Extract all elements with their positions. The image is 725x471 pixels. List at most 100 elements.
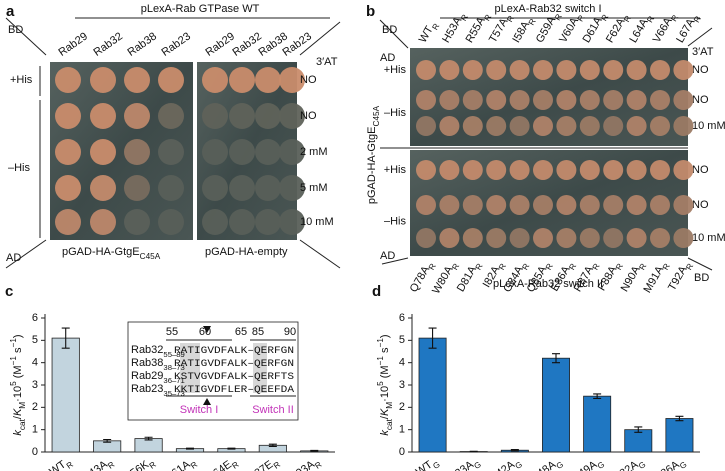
yeast-spot	[279, 209, 305, 235]
y-tick-label: 2	[399, 401, 405, 413]
y-tick-label: 3	[399, 379, 405, 391]
column-label: M91AR	[641, 259, 671, 296]
y-axis-label-part: )	[379, 334, 391, 338]
condition-label: NO	[692, 199, 709, 211]
error-bar	[552, 353, 560, 364]
x-tick-label-main: E148A	[524, 458, 558, 471]
y-axis-label-part: cat	[18, 418, 27, 430]
y-axis-label-part: K	[12, 408, 24, 416]
yeast-spot	[255, 103, 281, 129]
yeast-spot	[124, 139, 150, 165]
yeast-spot	[650, 90, 670, 110]
x-tick-label-main: R87E	[246, 458, 275, 471]
condition-label: 5 mM	[300, 182, 328, 194]
x-tick-label-main: A56K	[122, 458, 151, 471]
column-label-sub: R	[637, 262, 648, 272]
y-tick-label: 6	[32, 312, 38, 324]
column-label-sub: R	[430, 22, 441, 32]
y-axis-label-part: ·10	[379, 386, 391, 402]
yeast-spot	[650, 160, 670, 180]
x-tick-label: L64ER	[206, 455, 240, 471]
column-label: W80AR	[430, 259, 461, 298]
yeast-spot	[509, 228, 530, 248]
condition-label: 10 mM	[692, 232, 725, 244]
yeast-spot	[462, 116, 483, 136]
panel-header: pLexA-Rab32 switch I	[495, 3, 602, 15]
inset-row-name-main: Rab38	[131, 357, 163, 369]
condition-label: NO	[692, 94, 709, 106]
yeast-spot	[55, 103, 81, 129]
yeast-spot	[439, 228, 460, 248]
x-tick-label: C149AG	[565, 455, 606, 471]
panel-footer: pLexA-Rab32 switch II	[493, 278, 603, 290]
y-tick-label: 5	[32, 334, 38, 346]
yeast-spot	[673, 160, 694, 180]
condition-label: NO	[300, 110, 317, 122]
yeast-spot	[626, 160, 647, 180]
y-tick-label: 1	[32, 424, 38, 436]
column-label-sub: R	[576, 13, 587, 23]
yeast-spot	[439, 160, 460, 180]
yeast-spot	[90, 139, 116, 165]
panel-letter: a	[6, 3, 15, 20]
y-tick-label: 1	[399, 424, 405, 436]
yeast-spot	[603, 195, 624, 215]
y-axis-label-part: k	[12, 430, 24, 436]
yeast-spot	[462, 195, 483, 215]
yeast-spot	[279, 175, 305, 201]
x-tick-label-main: D61A	[163, 458, 193, 471]
x-tick-label: WTG	[414, 455, 442, 471]
column-label: V66AR	[651, 10, 680, 46]
yeast-spot	[673, 90, 694, 110]
rule	[687, 257, 713, 271]
yeast-spot	[439, 195, 460, 215]
column-label-sub: R	[692, 14, 703, 24]
bar	[624, 429, 653, 453]
x-tick-label-main: D182A	[606, 458, 641, 471]
yeast-spot	[439, 60, 460, 80]
y-tick-label: 3	[32, 379, 38, 391]
at-label: 3′AT	[692, 46, 714, 58]
bar	[583, 395, 612, 453]
yeast-spot	[90, 175, 116, 201]
ad-label: AD	[6, 252, 21, 264]
yeast-spot	[556, 160, 577, 180]
yeast-spot	[556, 116, 577, 136]
yeast-spot	[533, 228, 553, 248]
inset-sequence: RATIGVDFALK–QERFGN	[174, 345, 294, 357]
x-tick-label: K43AR	[81, 455, 116, 471]
residue-number: 55	[166, 326, 178, 338]
plate-label: pGAD-HA-GtgEC45A	[62, 246, 161, 261]
column-label-sub: R	[614, 262, 625, 272]
error-bar	[103, 438, 112, 443]
y-tick-label: 4	[32, 357, 38, 369]
yeast-spot	[556, 195, 577, 215]
inset-sequence: KKTIGVDFLER–QEEFDA	[174, 384, 295, 396]
x-tick-label-sub: G	[513, 460, 523, 471]
yeast-spot	[416, 160, 436, 180]
column-label-sub: R	[622, 14, 633, 24]
yeast-spot	[439, 116, 460, 136]
yeast-spot	[603, 90, 624, 110]
ad-label: AD	[380, 52, 395, 64]
yeast-spot	[509, 60, 530, 80]
inset-frame	[127, 321, 299, 421]
panel-letter: c	[5, 283, 13, 300]
yeast-spot	[509, 116, 530, 136]
y-axis-label-part: M	[385, 402, 394, 409]
yeast-spot	[556, 60, 577, 80]
yeast-spot	[533, 116, 553, 136]
side-label-main: pGAD-HA-GtgE	[366, 127, 378, 205]
bar	[542, 357, 570, 453]
yeast-spot	[90, 67, 116, 93]
yeast-spot	[533, 195, 553, 215]
column-label: Rab23	[160, 30, 193, 58]
residue-number: 65	[235, 326, 247, 338]
yeast-spot	[462, 60, 483, 80]
y-axis-label-part: M	[18, 402, 27, 409]
x-tick-label: R142AG	[483, 455, 524, 471]
x-tick-label: E148AG	[524, 455, 565, 471]
inset-row-name-main: Rab23	[131, 383, 163, 395]
